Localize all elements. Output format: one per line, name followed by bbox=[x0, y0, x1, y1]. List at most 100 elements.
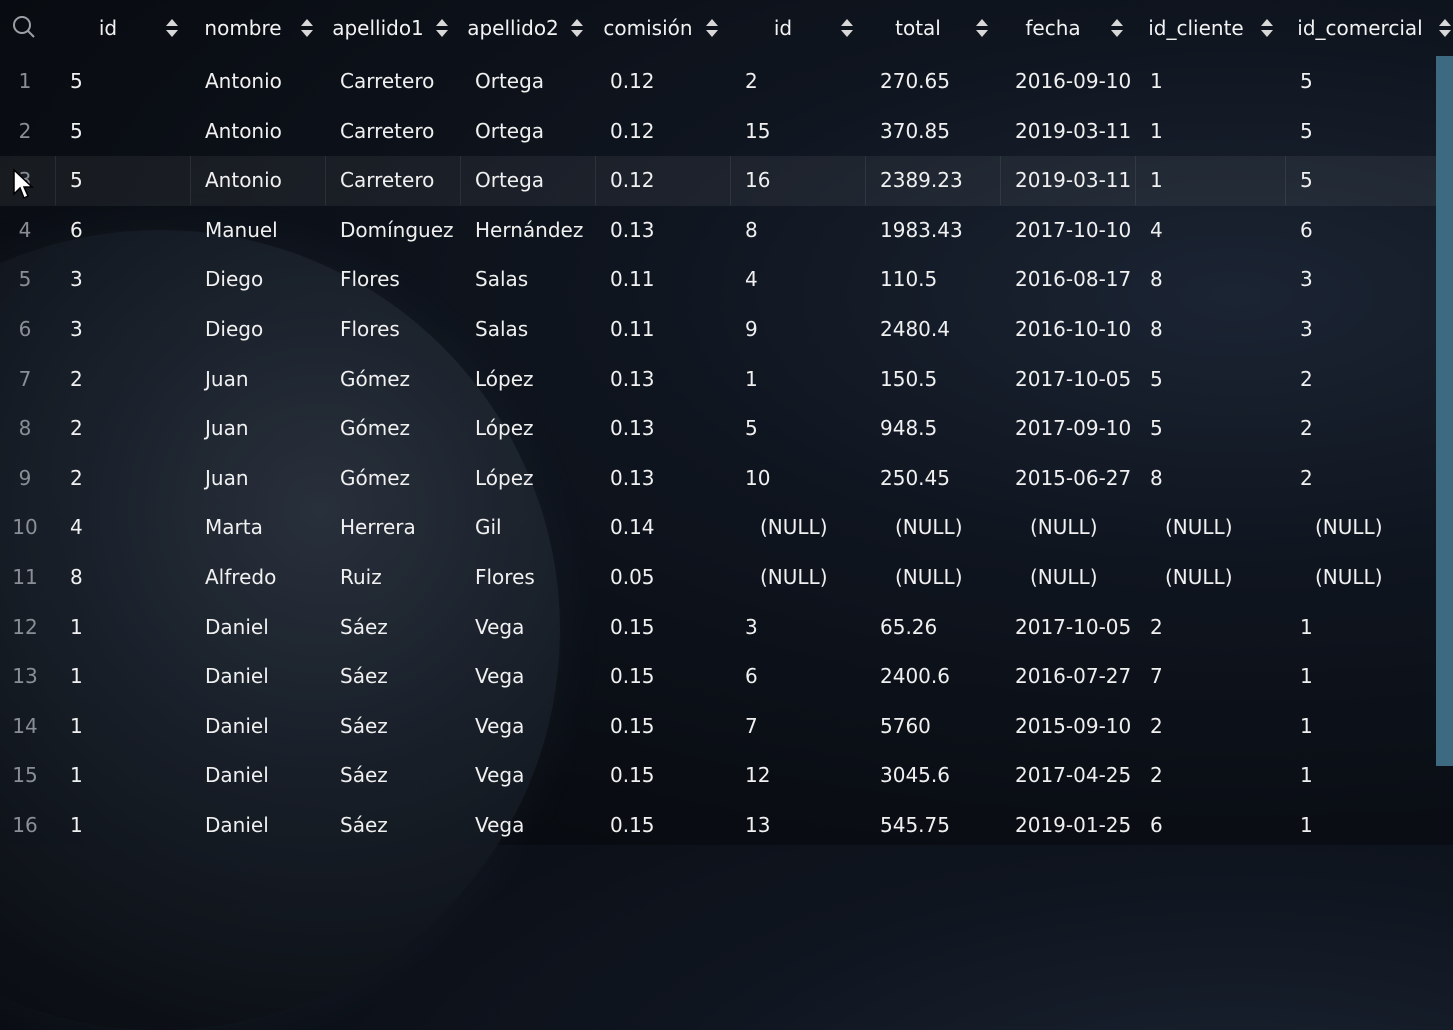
table-cell[interactable]: Flores bbox=[475, 565, 535, 589]
table-cell[interactable]: 1983.43 bbox=[880, 217, 963, 242]
table-cell[interactable]: 5 bbox=[1300, 118, 1313, 143]
table-cell[interactable]: 2017-10-10 bbox=[1015, 217, 1132, 242]
table-cell[interactable]: 0.12 bbox=[610, 118, 655, 143]
table-cell[interactable]: 5760 bbox=[880, 713, 931, 738]
table-cell[interactable]: 2 bbox=[1300, 465, 1313, 490]
table-cell[interactable]: Carretero bbox=[340, 168, 435, 193]
column-header[interactable]: fecha bbox=[1025, 16, 1081, 40]
table-cell[interactable]: 270.65 bbox=[880, 69, 950, 93]
table-cell[interactable]: Diego bbox=[205, 317, 264, 341]
table-cell[interactable]: 0.11 bbox=[610, 267, 655, 292]
sort-arrows-icon[interactable] bbox=[975, 17, 989, 39]
column-header[interactable]: total bbox=[895, 16, 941, 40]
table-row[interactable]: 7 2 Juan Gómez López 0.13 1 150.5 2017-10-05 5 2 bbox=[0, 355, 1436, 405]
table-cell[interactable]: 150.5 bbox=[880, 366, 938, 391]
table-cell[interactable]: 2016-07-27 bbox=[1015, 664, 1132, 689]
table-cell[interactable]: 8 bbox=[1150, 267, 1163, 292]
table-row[interactable]: 8 2 Juan Gómez López 0.13 5 948.5 2017-09-10 5 2 bbox=[0, 404, 1436, 454]
table-cell[interactable]: 2016-10-10 bbox=[1015, 317, 1132, 341]
table-cell[interactable]: 4 bbox=[70, 515, 83, 540]
table-cell[interactable]: 16 bbox=[745, 168, 771, 193]
table-cell[interactable]: Sáez bbox=[340, 763, 388, 788]
table-cell[interactable]: 2 bbox=[70, 465, 83, 490]
table-row[interactable]: 5 3 Diego Flores Salas 0.11 4 110.5 2016-08-17 8 3 bbox=[0, 255, 1436, 305]
table-cell[interactable]: 12 bbox=[745, 763, 771, 788]
table-cell[interactable]: Ruiz bbox=[340, 565, 382, 589]
column-header[interactable]: id bbox=[98, 16, 118, 40]
table-cell[interactable]: Juan bbox=[205, 416, 249, 441]
table-cell[interactable]: 2 bbox=[1150, 713, 1163, 738]
table-cell[interactable]: 1 bbox=[70, 713, 83, 738]
table-cell[interactable]: 948.5 bbox=[880, 416, 938, 441]
column-header[interactable]: nombre bbox=[204, 16, 282, 40]
table-cell[interactable]: Daniel bbox=[205, 614, 269, 639]
table-row[interactable]: 12 1 Daniel Sáez Vega 0.15 3 65.26 2017-10-05 2 1 bbox=[0, 603, 1436, 653]
table-cell[interactable]: (NULL) bbox=[895, 565, 963, 589]
table-cell[interactable]: Gil bbox=[475, 515, 502, 540]
table-cell[interactable]: 2015-09-10 bbox=[1015, 713, 1132, 738]
table-cell[interactable]: 2480.4 bbox=[880, 317, 950, 341]
table-cell[interactable]: Manuel bbox=[205, 217, 278, 242]
table-cell[interactable]: 2017-09-10 bbox=[1015, 416, 1132, 441]
table-cell[interactable]: Antonio bbox=[205, 118, 282, 143]
table-cell[interactable]: 10 bbox=[745, 465, 771, 490]
table-cell[interactable]: 2389.23 bbox=[880, 168, 963, 193]
table-cell[interactable]: Ortega bbox=[475, 69, 545, 93]
table-cell[interactable]: López bbox=[475, 416, 534, 441]
table-cell[interactable]: 3 bbox=[1300, 267, 1313, 292]
column-header[interactable]: id_cliente bbox=[1148, 16, 1244, 40]
table-row[interactable]: 35AntonioCarreteroOrtega0.12162389.23201… bbox=[0, 156, 1436, 206]
table-cell[interactable]: 6 bbox=[745, 664, 758, 689]
table-cell[interactable]: Carretero bbox=[340, 118, 435, 143]
table-cell[interactable]: Juan bbox=[205, 465, 249, 490]
table-cell[interactable]: Vega bbox=[475, 664, 525, 689]
table-cell[interactable]: 3 bbox=[1300, 317, 1313, 341]
table-cell[interactable]: 0.15 bbox=[610, 713, 655, 738]
table-cell[interactable]: Alfredo bbox=[205, 565, 277, 589]
table-cell[interactable]: (NULL) bbox=[1030, 515, 1098, 540]
table-cell[interactable]: (NULL) bbox=[1030, 565, 1098, 589]
table-row[interactable]: 13 1 Daniel Sáez Vega 0.15 6 2400.6 2016-07-27 7 1 bbox=[0, 652, 1436, 702]
table-cell[interactable]: 4 bbox=[1150, 217, 1163, 242]
table-cell[interactable]: (NULL) bbox=[760, 565, 828, 589]
table-cell[interactable]: Daniel bbox=[205, 713, 269, 738]
table-cell[interactable]: Gómez bbox=[340, 465, 411, 490]
table-cell[interactable]: 5 bbox=[70, 168, 83, 193]
table-cell[interactable]: 8 bbox=[1150, 317, 1163, 341]
table-cell[interactable]: 0.13 bbox=[610, 465, 655, 490]
column-header[interactable]: apellido1 bbox=[332, 16, 424, 40]
table-row[interactable]: 10 4 Marta Herrera Gil 0.14 (NULL) (NULL) (NULL)… bbox=[0, 503, 1436, 553]
table-cell[interactable]: Salas bbox=[475, 267, 529, 292]
table-cell[interactable]: 5 bbox=[1300, 168, 1313, 193]
table-cell[interactable]: 1 bbox=[70, 763, 83, 788]
table-cell[interactable]: 2019-03-11 bbox=[1015, 168, 1132, 193]
table-cell[interactable]: Marta bbox=[205, 515, 263, 540]
table-cell[interactable]: 5 bbox=[70, 69, 83, 93]
table-cell[interactable]: (NULL) bbox=[1165, 515, 1233, 540]
table-cell[interactable]: 2 bbox=[1300, 366, 1313, 391]
table-cell[interactable]: Antonio bbox=[205, 69, 282, 93]
table-cell[interactable]: Juan bbox=[205, 366, 249, 391]
table-cell[interactable]: (NULL) bbox=[760, 515, 828, 540]
table-cell[interactable]: 5 bbox=[745, 416, 758, 441]
sort-arrows-icon[interactable] bbox=[1260, 17, 1274, 39]
table-cell[interactable]: López bbox=[475, 465, 534, 490]
table-row[interactable]: 1 5 Antonio Carretero Ortega 0.12 2 270.65 2016-… bbox=[0, 57, 1436, 107]
table-row[interactable]: 11 8 Alfredo Ruiz Flores 0.05 (NULL) (NULL) (NUL… bbox=[0, 553, 1436, 603]
column-header[interactable]: comisión bbox=[603, 16, 693, 40]
table-row[interactable]: 9 2 Juan Gómez López 0.13 10 250.45 2015-06-27 8 2 bbox=[0, 454, 1436, 504]
table-cell[interactable]: 370.85 bbox=[880, 118, 950, 143]
table-cell[interactable]: Carretero bbox=[340, 69, 435, 93]
table-cell[interactable]: (NULL) bbox=[1165, 565, 1233, 589]
table-cell[interactable]: Domínguez bbox=[340, 217, 454, 242]
table-cell[interactable]: Salas bbox=[475, 317, 529, 341]
table-cell[interactable]: (NULL) bbox=[895, 515, 963, 540]
table-cell[interactable]: 0.15 bbox=[610, 813, 655, 837]
table-cell[interactable]: 2017-04-25 bbox=[1015, 763, 1132, 788]
table-cell[interactable]: Sáez bbox=[340, 614, 388, 639]
table-cell[interactable]: Sáez bbox=[340, 713, 388, 738]
table-cell[interactable]: Gómez bbox=[340, 366, 411, 391]
table-cell[interactable]: 8 bbox=[70, 565, 83, 589]
table-cell[interactable]: 0.12 bbox=[610, 168, 655, 193]
table-cell[interactable]: Daniel bbox=[205, 763, 269, 788]
